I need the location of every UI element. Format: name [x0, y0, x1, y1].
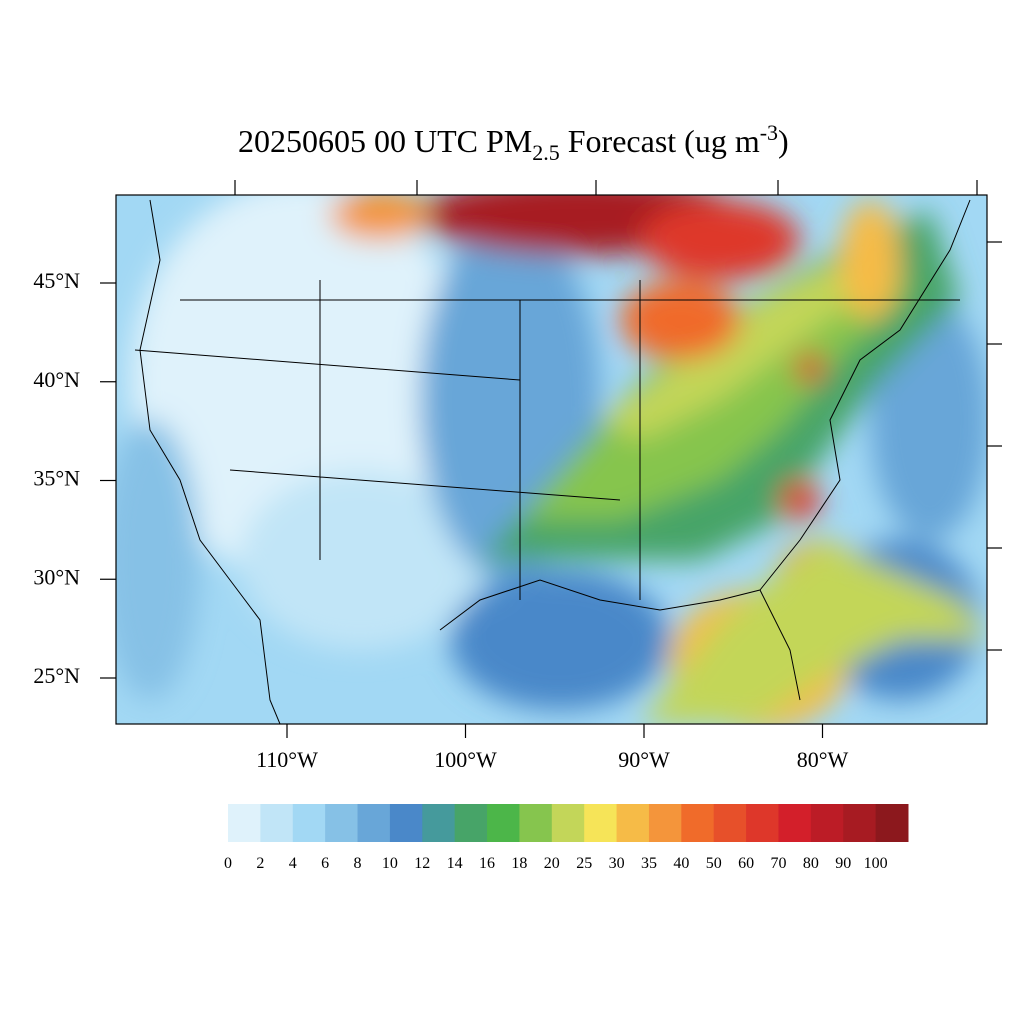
colorbar-box [487, 804, 520, 842]
lat-tick-label: 40°N [33, 367, 80, 392]
lat-tick-label: 35°N [33, 466, 80, 491]
lat-tick-label: 30°N [33, 564, 80, 589]
colorbar-label: 14 [447, 855, 463, 872]
boundaries [134, 199, 971, 724]
colorbar-label: 90 [835, 855, 851, 872]
colorbar-box [260, 804, 294, 842]
colorbar-box [875, 804, 909, 842]
colorbar-box [292, 804, 326, 842]
colorbar-label: 100 [864, 855, 888, 872]
colorbar-label: 25 [576, 855, 592, 872]
colorbar-label: 2 [256, 855, 264, 872]
colorbar-label: 0 [224, 855, 232, 872]
colorbar-box [584, 804, 618, 842]
colorbar-label: 10 [382, 855, 398, 872]
colorbar-label: 16 [479, 855, 495, 872]
colorbar-box [228, 804, 261, 842]
colorbar-box [357, 804, 391, 842]
colorbar-box [551, 804, 585, 842]
colorbar-box [389, 804, 423, 842]
colorbar-label: 70 [770, 855, 786, 872]
colorbar-box [422, 804, 456, 842]
colorbar-label: 8 [354, 855, 362, 872]
colorbar-box [519, 804, 553, 842]
colorbar-box [648, 804, 682, 842]
colorbar-label: 12 [414, 855, 430, 872]
pm25-field [116, 195, 987, 724]
colorbar-label: 60 [738, 855, 754, 872]
map-frame [115, 194, 988, 725]
colorbar-label: 35 [641, 855, 657, 872]
colorbar-label: 40 [673, 855, 689, 872]
colorbar-label: 30 [609, 855, 625, 872]
colorbar-box [325, 804, 359, 842]
colorbar-box [713, 804, 747, 842]
colorbar-box [810, 804, 844, 842]
colorbar-label: 4 [289, 855, 297, 872]
colorbar-box [843, 804, 877, 842]
colorbar-label: 50 [706, 855, 722, 872]
colorbar-label: 18 [511, 855, 527, 872]
lat-tick-label: 25°N [33, 663, 80, 688]
colorbar-box [616, 804, 650, 842]
colorbar-box [454, 804, 488, 842]
colorbar-label: 6 [321, 855, 329, 872]
lon-tick-label: 80°W [797, 747, 849, 772]
lat-tick-label: 45°N [33, 268, 80, 293]
lon-tick-label: 90°W [618, 747, 670, 772]
colorbar-label: 80 [803, 855, 819, 872]
colorbar-label: 20 [544, 855, 560, 872]
colorbar: 0 2 4 6 8 10 12 14 16 18 20 25 30 35 40 50 60 70 80 90 100 [224, 804, 909, 872]
colorbar-box [746, 804, 779, 842]
colorbar-box [778, 804, 812, 842]
colorbar-box [681, 804, 715, 842]
lon-tick-label: 100°W [434, 747, 497, 772]
ticks: 45°N 40°N 35°N 30°N 25°N 110°W 100°W 90°W 80°W [33, 268, 848, 772]
frame-ticks [234, 180, 1002, 651]
lon-tick-label: 110°W [256, 747, 318, 772]
title: 20250605 00 UTC PM2.5 Forecast (ug m-3) [238, 120, 789, 165]
